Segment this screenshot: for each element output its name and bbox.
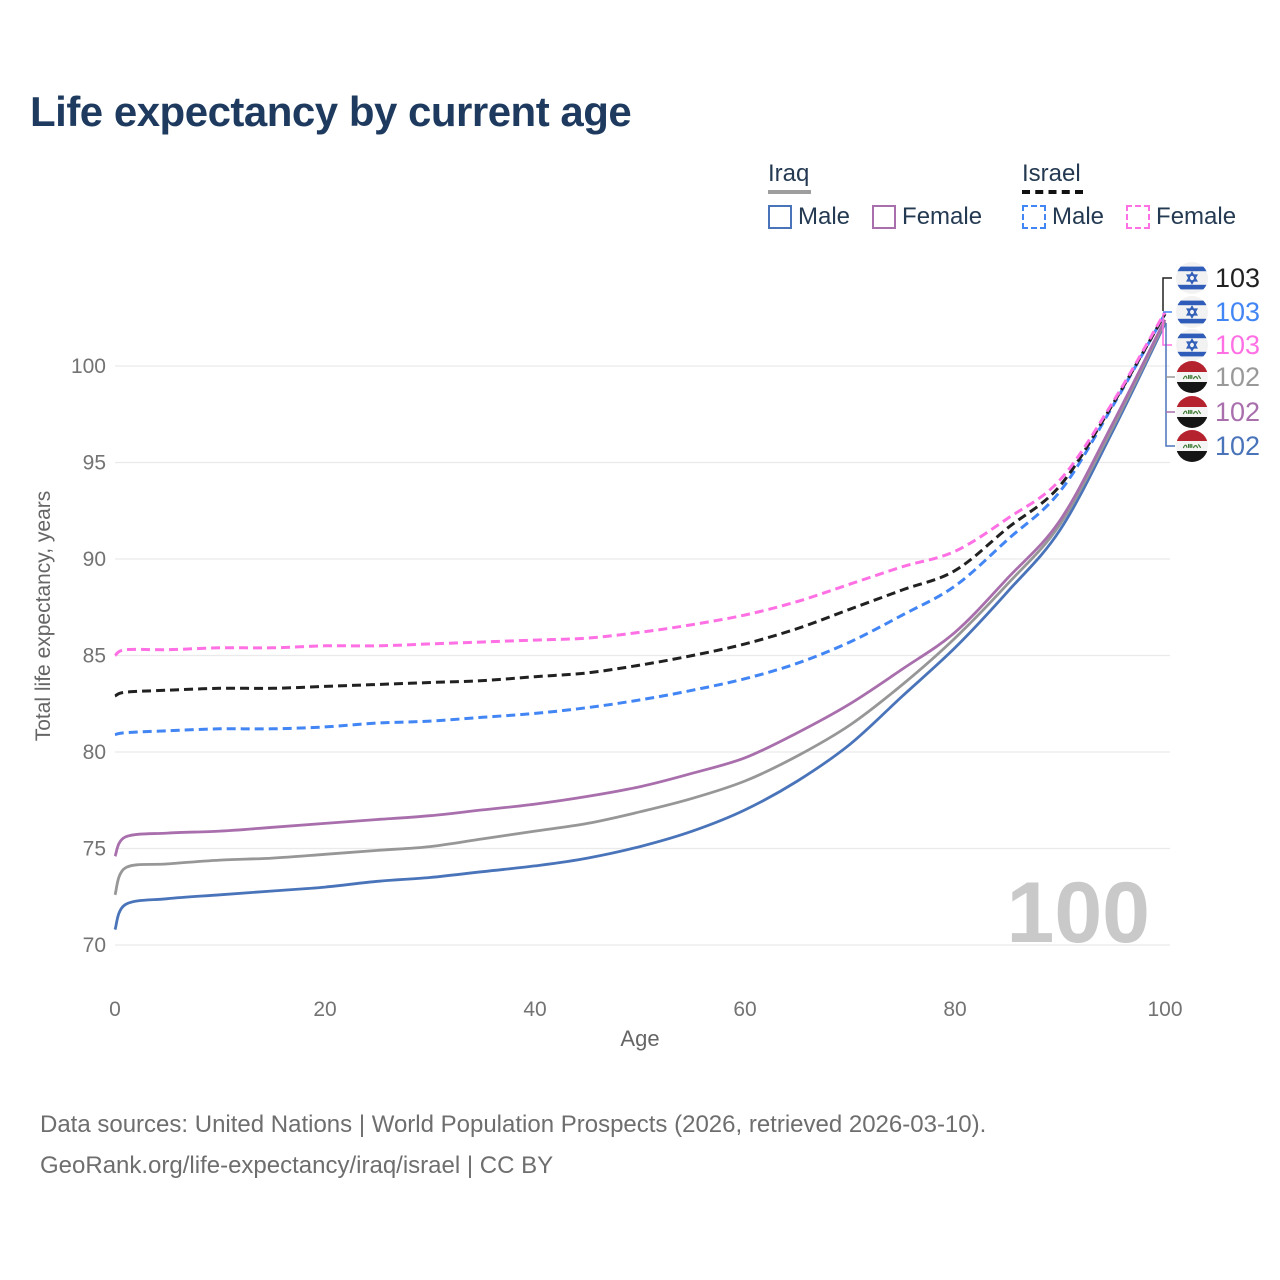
israel-female-line[interactable] bbox=[114, 311, 1167, 657]
iraq-flag-icon bbox=[1176, 430, 1208, 462]
legend-header-israel[interactable]: Israel bbox=[1022, 160, 1083, 194]
end-label-iraq-female: 102 bbox=[1176, 396, 1260, 428]
end-label-iraq-male: 102 bbox=[1176, 430, 1260, 462]
iraq-male-swatch-icon bbox=[768, 205, 792, 229]
iraq-female-swatch-icon bbox=[872, 205, 897, 229]
end-label-value: 103 bbox=[1215, 262, 1261, 293]
end-label-value: 103 bbox=[1215, 329, 1261, 360]
legend-item-israel-male[interactable]: Male bbox=[1022, 203, 1104, 231]
y-tick-label: 100 bbox=[71, 355, 106, 378]
iraq-flag-icon bbox=[1176, 396, 1208, 428]
x-tick-label: 0 bbox=[109, 998, 121, 1021]
y-tick-label: 80 bbox=[83, 741, 106, 764]
iraq-female-line[interactable] bbox=[113, 319, 1167, 857]
footer: Data sources: United Nations | World Pop… bbox=[40, 1104, 986, 1187]
legend-group-iraq: Iraq Male Female bbox=[768, 160, 982, 231]
legend-label: Male bbox=[798, 203, 851, 230]
y-tick-label: 90 bbox=[83, 548, 106, 571]
legend-item-israel-female[interactable]: Female bbox=[1126, 203, 1236, 231]
y-tick-label: 70 bbox=[83, 934, 106, 957]
end-label-israel-male: 103 bbox=[1176, 296, 1260, 328]
age-counter-watermark: 100 bbox=[1006, 865, 1151, 961]
israel-male-line[interactable] bbox=[114, 313, 1167, 737]
iraq-flag-icon bbox=[1176, 361, 1208, 393]
x-tick-label: 60 bbox=[733, 998, 756, 1021]
end-label-value: 102 bbox=[1215, 396, 1261, 427]
iraq-male-line[interactable] bbox=[113, 322, 1167, 931]
israel-both-line[interactable] bbox=[114, 313, 1167, 698]
y-tick-label: 85 bbox=[83, 645, 106, 668]
israel-flag-icon bbox=[1176, 296, 1208, 328]
legend-item-iraq-male[interactable]: Male bbox=[768, 203, 850, 231]
legend-header-iraq[interactable]: Iraq bbox=[768, 160, 812, 194]
end-label-israel-both: 103 bbox=[1176, 262, 1260, 294]
legend-label: Female bbox=[1156, 203, 1237, 230]
y-tick-label: 75 bbox=[83, 838, 106, 861]
attribution-line: GeoRank.org/life-expectancy/iraq/israel … bbox=[40, 1152, 554, 1180]
end-label-israel-female: 103 bbox=[1176, 329, 1260, 361]
legend-label: Male bbox=[1052, 203, 1105, 230]
legend-label: Female bbox=[902, 203, 983, 230]
data-sources-line: Data sources: United Nations | World Pop… bbox=[40, 1111, 987, 1138]
israel-flag-icon bbox=[1176, 329, 1208, 361]
y-axis-title: Total life expectancy, years bbox=[32, 490, 55, 742]
end-label-value: 102 bbox=[1215, 430, 1261, 461]
israel-male-swatch-icon bbox=[1022, 205, 1046, 229]
legend-item-iraq-female[interactable]: Female bbox=[872, 203, 982, 231]
y-tick-label: 95 bbox=[83, 452, 106, 475]
label-connector-line bbox=[1165, 323, 1175, 447]
x-axis-title: Age bbox=[620, 1026, 660, 1051]
page-title: Life expectancy by current age bbox=[30, 88, 632, 135]
legend-group-israel: Israel Male Female bbox=[1022, 160, 1236, 231]
x-tick-label: 80 bbox=[943, 998, 966, 1021]
x-tick-label: 40 bbox=[523, 998, 546, 1021]
end-label-value: 102 bbox=[1215, 361, 1261, 392]
x-tick-label: 20 bbox=[313, 998, 336, 1021]
iraq-both-line[interactable] bbox=[113, 320, 1167, 896]
israel-female-swatch-icon bbox=[1126, 205, 1151, 229]
end-label-iraq-both: 102 bbox=[1176, 361, 1260, 393]
label-connector-line bbox=[1162, 277, 1172, 311]
end-label-value: 103 bbox=[1215, 296, 1261, 327]
israel-flag-icon bbox=[1176, 262, 1208, 294]
label-connector-line bbox=[1162, 314, 1172, 346]
x-tick-label: 100 bbox=[1147, 998, 1182, 1021]
